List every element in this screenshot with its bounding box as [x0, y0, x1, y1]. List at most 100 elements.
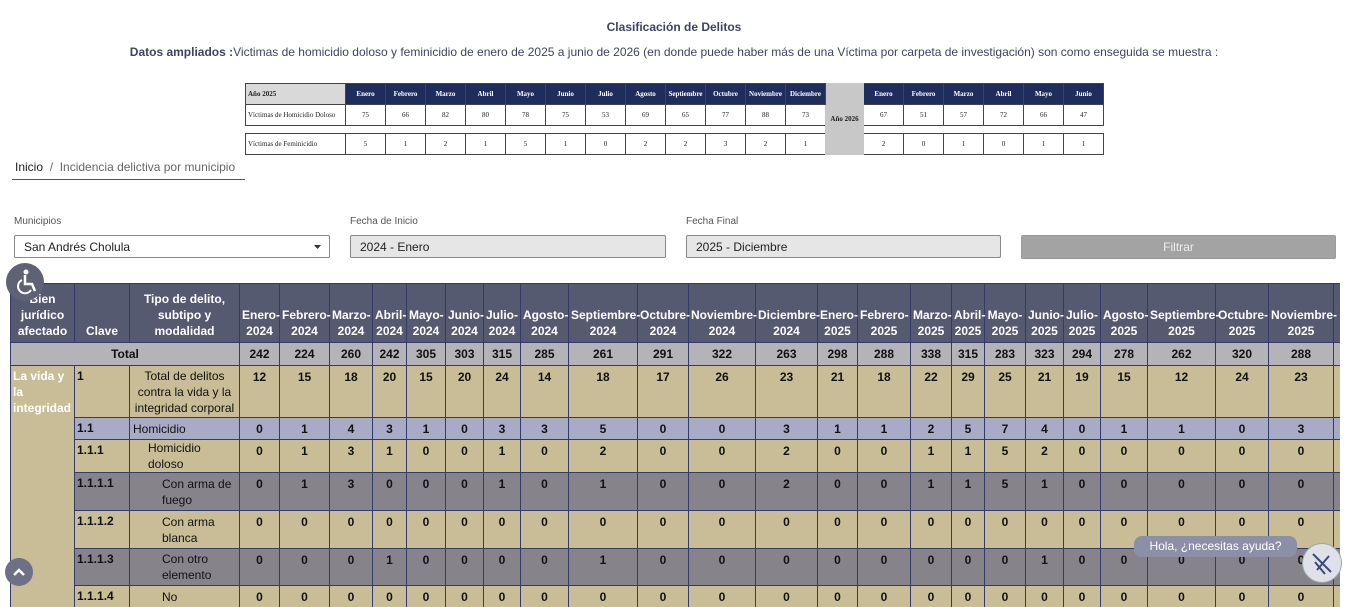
- value-cell: 77: [705, 104, 746, 126]
- value-cell: 7: [984, 417, 1026, 440]
- breadcrumb-home[interactable]: Inicio: [15, 160, 44, 174]
- value-cell: 23: [755, 365, 818, 418]
- column-header: Enero-2024: [239, 283, 280, 343]
- value-cell: 0: [483, 585, 521, 607]
- value-cell: 0: [445, 439, 484, 473]
- fecha-inicio-input[interactable]: 2024 - Enero: [350, 235, 666, 258]
- chat-avatar[interactable]: [1302, 543, 1342, 583]
- value-cell: 0: [239, 585, 280, 607]
- month-header: Diciembre: [785, 83, 826, 105]
- spacer-cell: [863, 125, 904, 134]
- clave-cell: 1.1.1.3: [74, 548, 130, 586]
- value-cell: 0: [239, 439, 280, 473]
- total-cell: 242: [372, 342, 407, 366]
- value-cell: 0: [1268, 585, 1334, 607]
- value-cell: 0: [984, 548, 1026, 586]
- clipped-cell: [1333, 585, 1340, 607]
- column-header: Septiembre-2024: [568, 283, 640, 343]
- accessibility-button[interactable]: [6, 263, 44, 301]
- breadcrumb-separator: /: [49, 160, 54, 174]
- spacer-cell: [983, 125, 1024, 134]
- chat-bubble[interactable]: Hola, ¿necesitas ayuda?: [1134, 536, 1297, 557]
- value-cell: 0: [406, 439, 446, 473]
- total-cell: 303: [445, 342, 484, 366]
- value-cell: 0: [688, 510, 756, 549]
- value-cell: 0: [406, 472, 446, 511]
- clave-cell: 1.1.1.1: [74, 472, 130, 511]
- value-cell: 0: [329, 548, 373, 586]
- total-cell: 320: [1215, 342, 1269, 366]
- accessibility-icon: [17, 269, 37, 295]
- value-cell: 5: [951, 417, 985, 440]
- total-cell: 260: [329, 342, 373, 366]
- total-cell: 322: [688, 342, 756, 366]
- spacer-cell: [385, 125, 426, 134]
- column-header: Tipo de delito, subtipo y modalidad: [129, 283, 240, 343]
- row-label: Víctimas de Homicidio Doloso: [245, 104, 346, 126]
- value-cell: 0: [372, 472, 407, 511]
- spacer-cell: [665, 125, 706, 134]
- value-cell: 1: [817, 417, 858, 440]
- filter-button[interactable]: Filtrar: [1021, 235, 1336, 259]
- value-cell: 0: [1063, 548, 1101, 586]
- value-cell: 65: [665, 104, 706, 126]
- value-cell: 3: [483, 417, 521, 440]
- value-cell: 4: [1025, 417, 1064, 440]
- total-cell: 261: [568, 342, 638, 366]
- value-cell: 1: [385, 133, 426, 155]
- month-header: Marzo: [943, 83, 984, 105]
- scroll-top-button[interactable]: [5, 558, 33, 586]
- value-cell: 5: [345, 133, 386, 155]
- value-cell: 0: [688, 439, 756, 473]
- value-cell: 47: [1063, 104, 1104, 126]
- value-cell: 3: [1268, 417, 1334, 440]
- month-header: Enero: [345, 83, 386, 105]
- value-cell: 12: [1147, 365, 1216, 418]
- select-value: San Andrés Cholula: [24, 240, 131, 254]
- value-cell: 2: [625, 133, 666, 155]
- value-cell: 0: [857, 472, 911, 511]
- avatar-icon: [1312, 553, 1332, 575]
- month-header: Abril: [983, 83, 1024, 105]
- breadcrumb: Inicio / Incidencia delictiva por munici…: [15, 160, 235, 174]
- value-cell: 0: [1268, 472, 1334, 511]
- clave-cell: 1.1.1.4: [74, 585, 130, 607]
- subtitle-text: Victimas de homicidio doloso y feminicid…: [233, 45, 1219, 59]
- value-cell: 0: [279, 510, 330, 549]
- month-header: Mayo: [505, 83, 546, 105]
- value-cell: 80: [465, 104, 506, 126]
- value-cell: 4: [329, 417, 373, 440]
- value-cell: 24: [1215, 365, 1269, 418]
- municipio-select[interactable]: San Andrés Cholula: [14, 235, 330, 258]
- value-cell: 0: [279, 585, 330, 607]
- value-cell: 0: [520, 548, 569, 586]
- fecha-final-input[interactable]: 2025 - Diciembre: [686, 235, 1001, 258]
- value-cell: 75: [345, 104, 386, 126]
- value-cell: 0: [445, 472, 484, 511]
- value-cell: 1: [1025, 472, 1064, 511]
- value-cell: 0: [857, 439, 911, 473]
- value-cell: 1: [857, 417, 911, 440]
- value-cell: 0: [817, 510, 858, 549]
- value-cell: 0: [817, 585, 858, 607]
- field-label: Fecha Final: [686, 216, 739, 227]
- column-header: Enero-2025: [817, 283, 858, 343]
- month-header: Octubre: [705, 83, 746, 105]
- value-cell: 1: [951, 439, 985, 473]
- value-cell: 0: [520, 510, 569, 549]
- value-cell: 0: [637, 439, 689, 473]
- spacer-cell: [245, 125, 346, 134]
- value-cell: 0: [951, 548, 985, 586]
- value-cell: 1: [910, 439, 952, 473]
- value-cell: 72: [983, 104, 1024, 126]
- value-cell: 0: [910, 585, 952, 607]
- header-row: Bien jurídico afectado Clave Tipo de delit…: [10, 283, 1340, 343]
- spacer-cell: [625, 125, 666, 134]
- value-cell: 1: [279, 472, 330, 511]
- value-cell: 0: [406, 585, 446, 607]
- spacer-cell: [943, 125, 984, 134]
- value-cell: 18: [329, 365, 373, 418]
- data-row: 1.1.1 Homicidio doloso 0 1 3 1 0 0 1 0 2 0 0 2 0 0 1 1 5 2 0…: [11, 439, 1340, 473]
- value-cell: 20: [445, 365, 484, 418]
- value-cell: 3: [329, 439, 373, 473]
